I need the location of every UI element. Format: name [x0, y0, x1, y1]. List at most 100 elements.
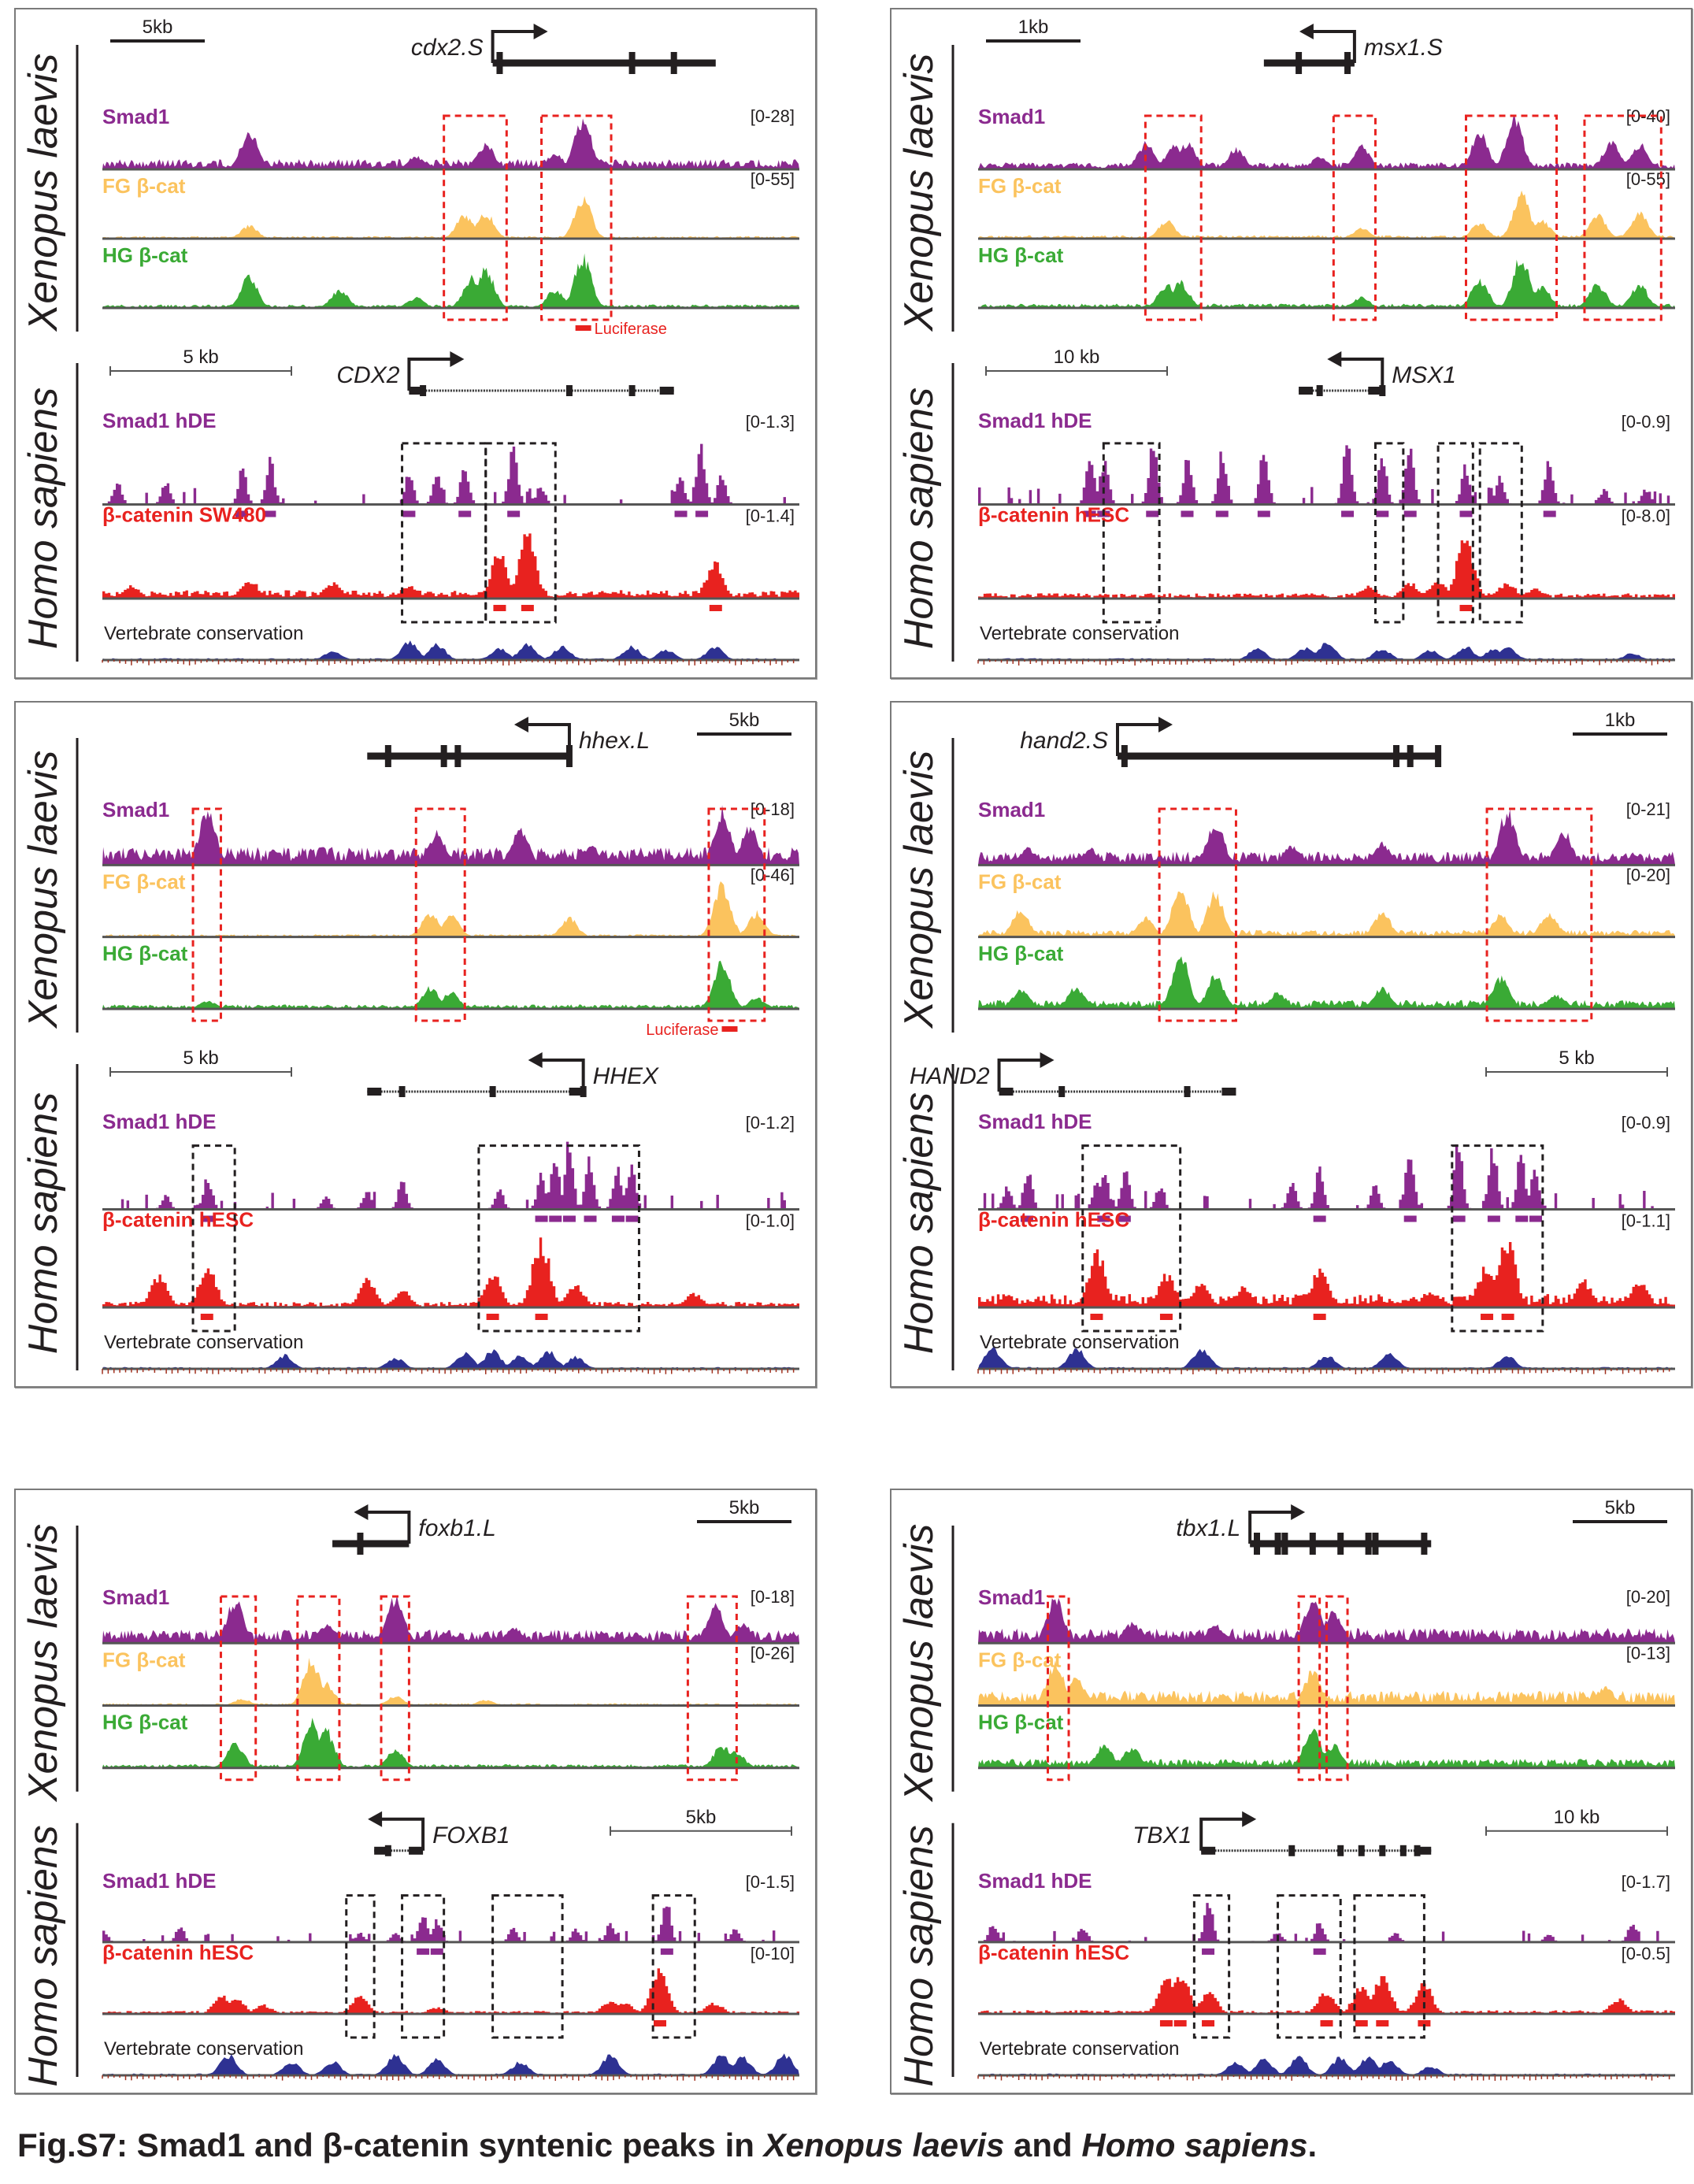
track-range: [0-0.9] [1622, 412, 1670, 432]
gene-label: TBX1 [1132, 1822, 1192, 1848]
conservation-signal [978, 643, 1675, 660]
syntenic-peak-box-xenopus [1583, 114, 1662, 321]
track-fg-β-cat: FG β-cat [0-26] [102, 1643, 799, 1708]
xen-2-signal [978, 259, 1675, 308]
syntenic-peak-box-human [491, 1894, 564, 2039]
track-smad1-hde: Smad1 hDE [0-1.2] [102, 1110, 799, 1222]
track-label: β-catenin hESC [978, 1941, 1129, 1964]
exon-mark [357, 1533, 364, 1555]
exon-mark [628, 385, 636, 396]
peak-call-mark [1403, 510, 1417, 517]
exon-mark [440, 745, 447, 767]
locus-chart: Xenopus laevis hand2.S 1kb Smad1 [0-21] FG β-… [896, 710, 1675, 1374]
track-hg-β-cat: HG β-cat [102, 243, 799, 310]
xen-1-signal [102, 1657, 799, 1706]
track-range: [0-20] [1626, 1587, 1670, 1607]
caption-middle: and [1004, 2127, 1082, 2164]
peak-call-mark [1452, 1215, 1466, 1222]
gene-label: HHEX [593, 1063, 659, 1089]
conservation-negative [102, 2075, 795, 2081]
luciferase-label: Luciferase [646, 1022, 718, 1039]
track-label: HG β-cat [978, 1711, 1064, 1734]
track-smad1-hde: Smad1 hDE [0-0.9] [978, 1110, 1675, 1222]
track-smad1: Smad1 [0-18] [102, 798, 799, 866]
track-range: [0-21] [1626, 799, 1670, 819]
scale-bar-label: 5 kb [183, 1048, 218, 1069]
vertebrate-conservation-track: Vertebrate conservation [102, 623, 799, 666]
exon-mark [454, 745, 461, 767]
xen-2-signal [102, 1717, 799, 1768]
gene-label: hhex.L [579, 728, 650, 754]
tss-arrow-icon [368, 1811, 425, 1851]
exon-mark [1435, 745, 1442, 767]
peak-call-mark [1090, 1314, 1103, 1320]
scale-bar: 5kb [110, 17, 205, 43]
hum-0-signal [102, 1906, 799, 1942]
tss-arrow-icon [1248, 1504, 1306, 1544]
peak-call-mark [1459, 605, 1473, 611]
exon-mark [1309, 1533, 1316, 1555]
scale-bar-label: 5kb [143, 17, 173, 38]
track-label: HG β-cat [102, 942, 188, 966]
peak-call-mark [1146, 510, 1159, 517]
conservation-label: Vertebrate conservation [980, 2038, 1180, 2060]
tss-arrow-icon [491, 24, 548, 63]
peak-call-mark [1487, 1215, 1500, 1222]
track-smad1-hde: Smad1 hDE [0-1.7] [978, 1869, 1675, 1955]
vertebrate-conservation-track: Vertebrate conservation [977, 623, 1675, 666]
exon-mark [565, 385, 573, 396]
xen-0-signal [102, 805, 799, 866]
locus-panel-1: Xenopus laevis cdx2.S 5kb Smad1 [0-28] FG β-c… [14, 8, 817, 679]
vertebrate-conservation-track: Vertebrate conservation [977, 2038, 1675, 2081]
peak-call-mark [1403, 1215, 1417, 1222]
exon-mark [1337, 1845, 1344, 1856]
human-section: Homo sapiens CDX2 5 kb Smad1 hDE [0-1.3] β-ca… [20, 347, 799, 666]
figure-caption: Fig.S7: Smad1 and β-catenin syntenic pea… [17, 2127, 1317, 2164]
exon-mark [1407, 745, 1414, 767]
track-range: [0-28] [751, 106, 795, 126]
peak-call-mark [1376, 510, 1389, 517]
species-label-human: Homo sapiens [20, 1825, 66, 2086]
xen-1-signal [978, 190, 1675, 239]
syntenic-peak-box-xenopus [414, 807, 466, 1022]
track-label: Smad1 hDE [978, 1110, 1092, 1133]
syntenic-peak-box-human [1102, 442, 1161, 624]
peak-call-mark [493, 605, 506, 611]
syntenic-peak-box-human [1353, 1894, 1425, 2039]
track-label: Smad1 hDE [102, 409, 217, 432]
xenopus-section: Xenopus laevis hand2.S 1kb Smad1 [0-21] FG β-… [896, 710, 1675, 1033]
syntenic-peak-box-xenopus [1158, 807, 1237, 1022]
species-label-human: Homo sapiens [20, 387, 66, 649]
track-label: HG β-cat [102, 243, 188, 267]
peak-call-mark [1159, 2020, 1173, 2026]
track-range: [0-55] [751, 169, 795, 189]
gene-label: hand2.S [1020, 728, 1108, 754]
xen-2-signal [102, 960, 799, 1009]
syntenic-peak-box-xenopus [540, 114, 613, 321]
track-smad1-hde: Smad1 hDE [0-0.9] [978, 409, 1675, 517]
gene-model-MSX1: MSX1 [1299, 351, 1456, 396]
track-β-catenin-hesc: β-catenin hESC [0-1.1] [978, 1208, 1675, 1320]
syntenic-peak-box-xenopus [1485, 807, 1593, 1022]
conservation-label: Vertebrate conservation [104, 623, 304, 644]
track-smad1: Smad1 [0-18] [102, 1585, 799, 1644]
tss-arrow-icon [407, 351, 465, 391]
syntenic-peak-box-human [191, 1144, 236, 1333]
peak-call-mark [1083, 510, 1096, 517]
syntenic-peak-box-xenopus [1047, 1595, 1070, 1782]
syntenic-peak-box-xenopus [1332, 114, 1377, 321]
xen-2-signal [978, 956, 1675, 1009]
track-hg-β-cat: HG β-cat [102, 1711, 799, 1770]
track-label: β-catenin hESC [102, 1941, 254, 1964]
gene-label: tbx1.L [1176, 1515, 1240, 1541]
syntenic-peak-box-human [651, 1894, 696, 2039]
species-label-xenopus: Xenopus laevis [20, 1524, 66, 1803]
track-smad1-hde: Smad1 hDE [0-1.3] [102, 409, 799, 517]
conservation-signal [102, 1349, 799, 1369]
track-smad1: Smad1 [0-21] [978, 798, 1675, 866]
conservation-signal [978, 1347, 1675, 1369]
track-smad1: Smad1 [0-40] [978, 105, 1675, 171]
exon-mark [489, 1086, 496, 1097]
track-fg-β-cat: FG β-cat [0-55] [978, 169, 1675, 240]
scale-bar-label: 5kb [686, 1807, 717, 1828]
